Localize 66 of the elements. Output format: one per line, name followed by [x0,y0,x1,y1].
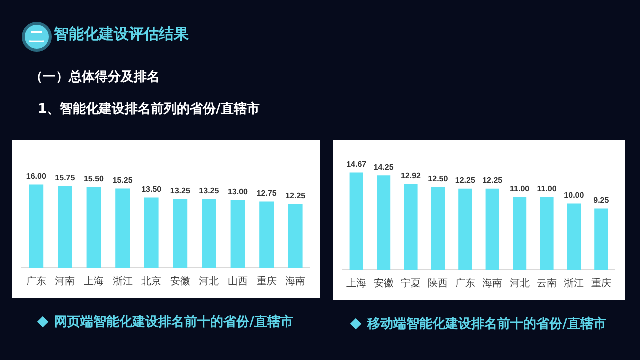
bar [540,197,554,270]
x-tick-label: 安徽 [374,278,394,290]
data-label: 12.25 [286,192,306,201]
bar [202,199,216,268]
bar [594,208,608,270]
data-label: 10.00 [564,190,585,200]
data-label: 12.75 [256,188,278,198]
bar [513,197,527,270]
x-tick-label: 浙江 [112,276,133,288]
data-label: 15.50 [84,174,105,184]
x-tick-label: 海南 [286,276,306,288]
data-label: 13.00 [228,188,249,197]
data-label: 14.25 [374,162,394,172]
x-tick-label: 浙江 [564,278,584,290]
x-tick-label: 重庆 [256,276,277,288]
data-label: 9.25 [594,196,610,205]
bar [144,198,159,268]
x-tick-label: 河北 [510,278,530,290]
x-tick-label: 宁夏 [401,278,421,290]
bar [260,202,274,268]
data-label: 13.50 [142,185,162,194]
data-label: 13.25 [199,186,220,196]
data-label: 12.25 [482,176,504,186]
data-label: 11.00 [510,184,530,194]
data-label: 16.00 [26,172,47,182]
text: （一）总体得分及排名 [30,69,160,86]
x-tick-label: 山西 [228,276,248,288]
x-tick-label: 云南 [537,278,557,290]
data-label: 12.25 [455,176,476,186]
text: 移动端智能化建设排名前十的省份/直辖市 [368,317,606,332]
text: 1、智能化建设排名前列的省份/直辖市 [38,100,260,118]
data-label: 12.50 [428,174,449,184]
bar [350,172,364,270]
bar [58,186,72,268]
bar [116,188,130,268]
bar [486,188,500,270]
bar [230,200,246,268]
x-tick-label: 安徽 [170,276,190,288]
text: 智能化建设评估结果 [54,25,189,44]
bar [404,184,418,270]
data-label: 12.92 [400,172,422,181]
bar [431,187,445,270]
bar [173,199,188,268]
x-tick-label: 上海 [346,278,367,290]
x-tick-label: 北京 [142,276,162,288]
x-tick-label: 重庆 [591,278,612,290]
data-label: 15.25 [112,176,134,185]
x-tick-label: 海南 [482,278,503,290]
data-label: 14.67 [346,160,368,170]
text: 二 [30,28,44,46]
bar [567,204,581,270]
data-label: 13.25 [170,186,191,196]
bar [86,187,102,268]
text: 网页端智能化建设排名前十的省份/直辖市 [54,315,294,330]
x-tick-label: 河南 [55,276,76,288]
x-tick-label: 广东 [26,276,46,288]
data-label: 15.75 [55,173,76,182]
x-tick-label: 陕西 [428,278,448,290]
bar [458,188,472,270]
bar [29,184,44,268]
data-label: 11.00 [537,184,558,194]
x-tick-label: 广东 [455,278,476,290]
bar [288,204,303,268]
x-tick-label: 上海 [84,276,104,288]
x-tick-label: 河北 [199,276,220,288]
bar [377,176,391,270]
